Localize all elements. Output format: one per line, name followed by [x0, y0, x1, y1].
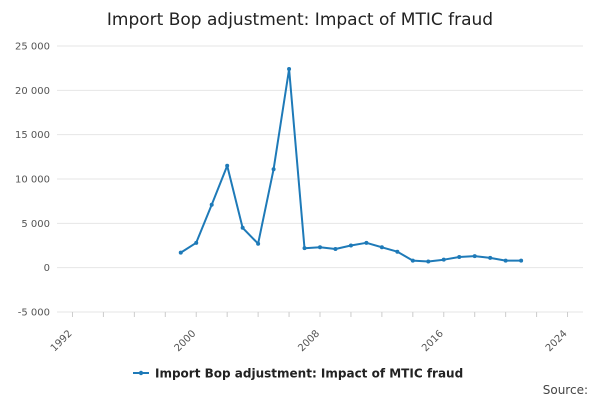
grid [57, 45, 583, 313]
x-tick-label: 1992 [49, 328, 75, 354]
data-point[interactable] [318, 245, 322, 250]
data-point[interactable] [256, 241, 261, 246]
data-point[interactable] [441, 257, 446, 262]
data-point[interactable] [457, 255, 462, 260]
data-point[interactable] [488, 255, 493, 260]
data-point[interactable] [410, 258, 415, 263]
x-tick-label: 2024 [544, 328, 570, 354]
data-point[interactable] [271, 167, 276, 172]
x-axis: 1992 2000 2008 2016 2024 [49, 312, 570, 354]
data-point[interactable] [178, 250, 183, 255]
data-point[interactable] [472, 254, 477, 259]
y-tick-label: 5 000 [21, 219, 50, 230]
y-tick-label: -5 000 [18, 308, 50, 319]
y-tick-label: 20 000 [15, 86, 50, 97]
series-line [180, 68, 522, 263]
y-tick-label: 15 000 [15, 130, 50, 141]
plot-area [178, 67, 524, 264]
x-tick-label: 2000 [173, 328, 199, 354]
data-point[interactable] [194, 240, 199, 245]
chart-title: Import Bop adjustment: Impact of MTIC fr… [107, 10, 493, 30]
data-point[interactable] [503, 258, 508, 263]
data-point[interactable] [379, 245, 384, 250]
legend-label: Import Bop adjustment: Impact of MTIC fr… [155, 367, 463, 381]
data-point[interactable] [287, 67, 292, 72]
x-tick-label: 2016 [420, 328, 446, 354]
data-point[interactable] [519, 258, 524, 263]
data-point[interactable] [225, 163, 230, 168]
data-point[interactable] [302, 246, 307, 251]
data-point[interactable] [348, 243, 353, 248]
legend-marker [138, 370, 144, 376]
data-point[interactable] [426, 259, 431, 264]
y-axis: -5 000 0 5 000 10 000 15 000 20 000 25 000 [15, 42, 50, 319]
legend[interactable]: Import Bop adjustment: Impact of MTIC fr… [133, 367, 463, 381]
x-tick-label: 2008 [296, 328, 322, 354]
y-tick-label: 25 000 [15, 42, 50, 53]
y-tick-label: 10 000 [15, 175, 50, 186]
data-point[interactable] [209, 202, 214, 207]
y-tick-label: 0 [44, 263, 50, 274]
data-point[interactable] [395, 249, 400, 254]
data-point[interactable] [364, 240, 369, 245]
source-label: Source: [543, 383, 588, 397]
data-point[interactable] [333, 247, 338, 252]
data-point[interactable] [240, 225, 245, 230]
